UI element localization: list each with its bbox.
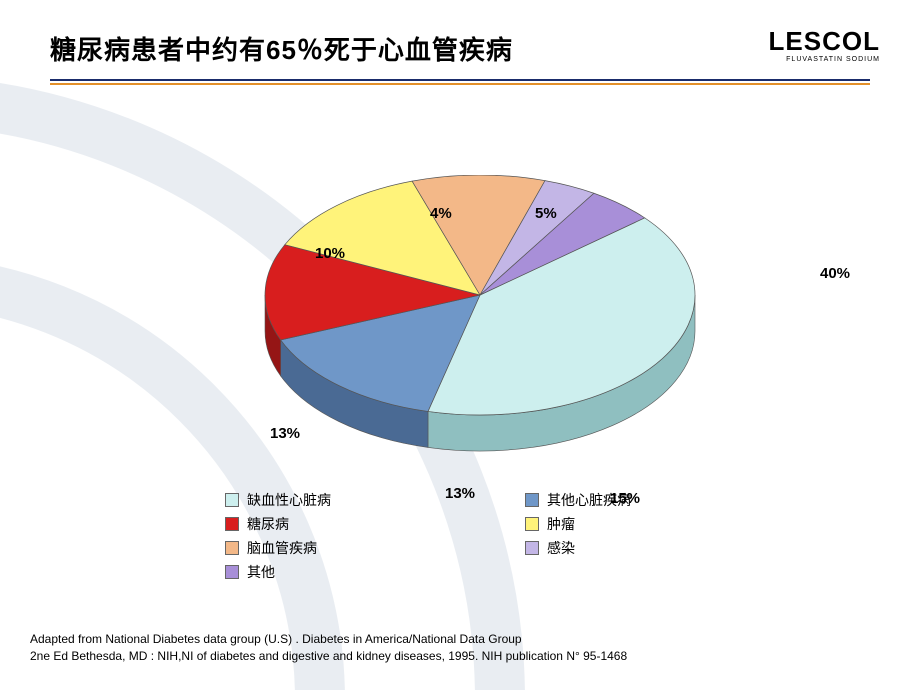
pie-pct-label: 40% [820,265,850,282]
legend-swatch [525,493,539,507]
rule-top [50,79,870,81]
legend-swatch [525,541,539,555]
pie-pct-label: 13% [270,425,300,442]
footer-line2: 2ne Ed Bethesda, MD : NIH,NI of diabetes… [30,648,627,665]
pie-pct-label: 5% [535,205,557,222]
footer-line1: Adapted from National Diabetes data grou… [30,631,627,648]
pie-chart: 40%15%13%13%10%4%5% [0,85,920,515]
legend: 缺血性心脏病 其他心脏疾病糖尿病 肿瘤脑血管疾病 感染其他 [225,490,765,582]
footer-citation: Adapted from National Diabetes data grou… [30,631,627,665]
legend-item: 其他心脏疾病 [525,490,765,510]
legend-label: 其他 [247,562,275,582]
page-title: 糖尿病患者中约有65％死于心血管疾病 [50,30,870,67]
pie-svg [260,175,880,535]
legend-swatch [225,565,239,579]
legend-label: 其他心脏疾病 [547,490,631,510]
pie-pct-label: 10% [315,245,345,262]
pie-holder [260,175,880,540]
legend-label: 缺血性心脏病 [247,490,331,510]
logo-subtext: FLUVASTATIN SODIUM [769,56,880,63]
slide: 糖尿病患者中约有65％死于心血管疾病 LESCOL FLUVASTATIN SO… [0,0,920,690]
legend-item: 脑血管疾病 [225,538,465,558]
legend-item: 肿瘤 [525,514,765,534]
legend-swatch [525,517,539,531]
logo-text: LESCOL [769,28,880,54]
legend-item: 缺血性心脏病 [225,490,465,510]
legend-swatch [225,541,239,555]
legend-item: 糖尿病 [225,514,465,534]
pie-pct-label: 4% [430,205,452,222]
legend-label: 感染 [547,538,575,558]
legend-item: 其他 [225,562,465,582]
legend-label: 糖尿病 [247,514,289,534]
legend-swatch [225,517,239,531]
legend-item: 感染 [525,538,765,558]
legend-label: 肿瘤 [547,514,575,534]
legend-label: 脑血管疾病 [247,538,317,558]
brand-logo: LESCOL FLUVASTATIN SODIUM [769,28,880,63]
legend-swatch [225,493,239,507]
header: 糖尿病患者中约有65％死于心血管疾病 LESCOL FLUVASTATIN SO… [0,0,920,85]
